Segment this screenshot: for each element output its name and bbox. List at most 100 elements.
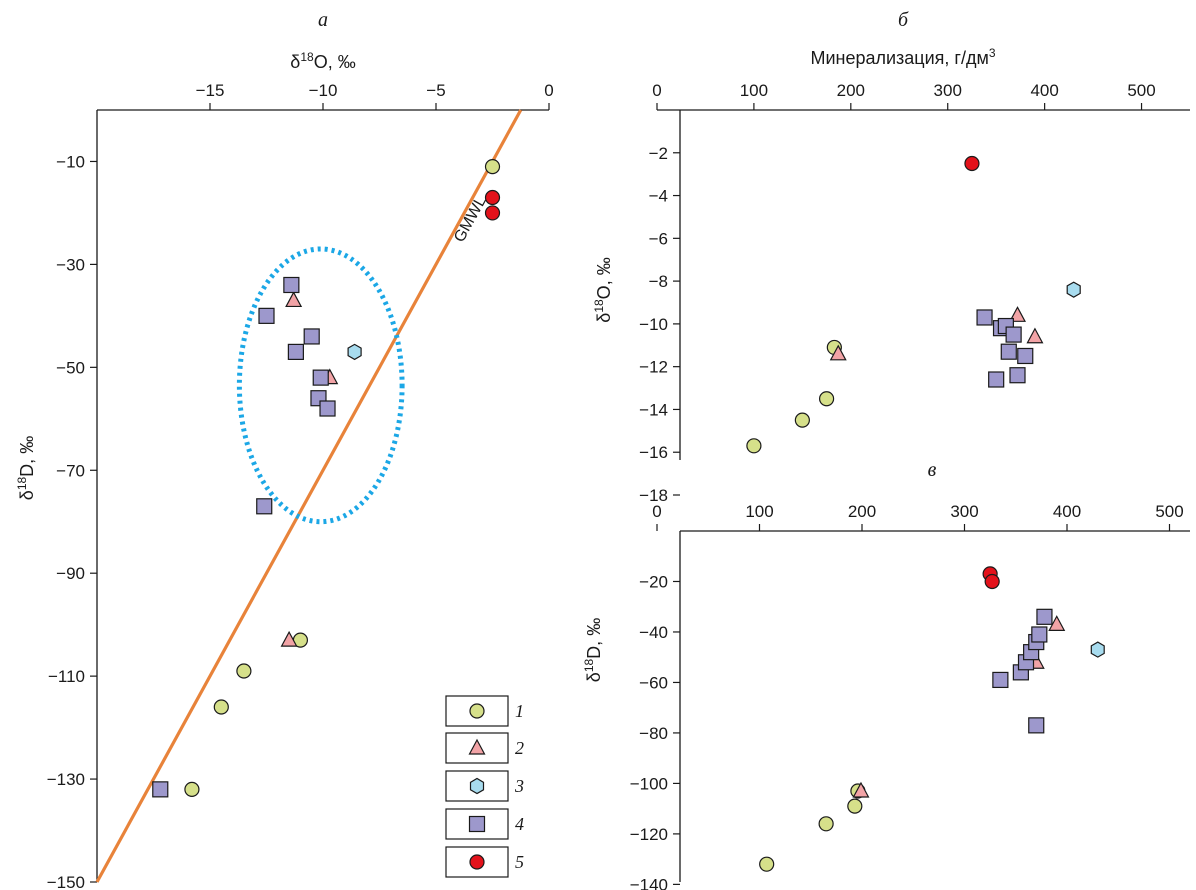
panel-b-point-series-2: [829, 344, 847, 361]
panel-c-x-tick-label: 0: [652, 502, 661, 521]
panel-b-point-series-4: [1005, 326, 1022, 343]
panel-c-y-ticks: −20 −40 −60 −80 −100 −120 −140: [630, 572, 680, 890]
legend-label-5: 5: [515, 852, 524, 872]
panel-b-x-axis-title: Минерализация, г/дм3: [810, 46, 995, 68]
panel-c-point-series-4: [992, 671, 1009, 689]
panel-c-x-tick-label: 100: [745, 502, 773, 521]
panel-a-y-tick-label: −70: [56, 461, 85, 480]
panel-a-y-tick-label: −30: [56, 255, 85, 274]
panel-a-point-series-5: [484, 205, 501, 221]
panel-c-point-series-1: [847, 798, 863, 814]
panel-a-point-series-3: [347, 343, 362, 361]
panel-a-y-tick-label: −150: [47, 873, 85, 890]
panel-a-x-tick-label: −5: [426, 81, 445, 100]
panel-b-y-tick-label: −10: [639, 315, 668, 334]
panel-b-points: [746, 155, 1081, 454]
panel-b-point-series-1: [746, 438, 762, 454]
panel-c-y-axis-title-sup: 18: [582, 658, 596, 672]
panel-c-y-tick-label: −80: [639, 724, 668, 743]
panel-a-x-tick-label: −10: [309, 81, 338, 100]
panel-a-point-series-4: [319, 400, 336, 417]
panel-b-y-tick-label: −8: [649, 272, 668, 291]
panel-a-y-tick-label: −130: [47, 770, 85, 789]
panel-a-x-tick-label: −15: [196, 81, 225, 100]
panel-c-point-series-4: [1028, 717, 1045, 734]
legend-label-1: 1: [515, 701, 524, 721]
panel-a-y-tick-label: −10: [56, 152, 85, 171]
panel-a-y-tick-label: −110: [48, 667, 85, 686]
panel-c-y-tick-label: −40: [639, 623, 668, 642]
panel-b-x-axis-title-sup: 3: [989, 46, 996, 60]
panel-b-point-series-1: [818, 391, 835, 407]
panel-b-y-ticks: −2 −4 −6 −8 −10 −12 −14 −16 −18: [639, 144, 680, 505]
legend-marker-5: [469, 854, 485, 870]
panel-b-point-series-4: [976, 309, 993, 326]
panel-b-y-tick-label: −4: [649, 187, 668, 206]
legend-marker-1: [469, 703, 485, 719]
legend-marker-3: [469, 777, 485, 795]
panel-a-point-series-5: [484, 189, 501, 206]
panel-a-y-ticks: −10 −30 −50 −70 −90 −110 −130 −150: [47, 152, 97, 890]
panel-a-point-series-1: [184, 781, 200, 797]
panel-c-y-tick-label: −140: [630, 875, 668, 890]
panel-c-y-axis-title: δ18D, ‰: [582, 618, 604, 682]
panel-a-y-axis-title: δ18D, ‰: [15, 436, 37, 500]
panel-b-point-series-1: [794, 412, 810, 428]
panel-c-x-tick-label: 400: [1053, 502, 1081, 521]
legend-label-2: 2: [515, 738, 524, 758]
cluster-ellipse: [236, 246, 405, 525]
legend-markers: [468, 703, 486, 870]
panel-a-x-tick-label: 0: [544, 81, 553, 100]
gmwl-label: GMWL: [451, 193, 490, 245]
panel-b-x-tick-label: 500: [1127, 81, 1155, 100]
panel-c-point-series-5: [984, 573, 1000, 590]
panel-c-point-series-2: [852, 781, 870, 798]
panel-a-point-series-4: [312, 369, 329, 386]
legend: 1 2 3 4 5: [445, 695, 524, 878]
panel-a-point-series-4: [287, 343, 304, 360]
panel-b-y-tick-label: −12: [639, 358, 668, 377]
panel-c-x-ticks: 0 100 200 300 400 500: [652, 502, 1184, 531]
panel-c-point-series-3: [1090, 641, 1105, 658]
panel-b-x-ticks: 0 100 200 300 400 500: [652, 81, 1156, 110]
panel-b-point-series-4: [1000, 343, 1017, 360]
panel-c: в δ18D, ‰ 0 100 200 300 400 500 −20−40−60−80−…: [582, 459, 1190, 890]
panel-b-y-axis-title-rest: O, ‰: [594, 257, 614, 299]
legend-label-3: 3: [514, 776, 524, 796]
panel-b-y-tick-label: −2: [649, 144, 668, 163]
panel-a-y-tick-label: −90: [56, 564, 85, 583]
panel-b-point-series-3: [1066, 281, 1081, 298]
panel-a-point-series-4: [152, 781, 169, 798]
panel-c-points: [759, 566, 1105, 872]
panel-b: б Минерализация, г/дм3 δ18O, ‰ 0 100 200 30…: [592, 9, 1190, 505]
panel-b-point-series-2: [1026, 327, 1044, 344]
panel-b-point-series-4: [1017, 347, 1034, 365]
panel-b-x-tick-label: 100: [740, 81, 768, 100]
panel-c-y-tick-label: −60: [639, 673, 668, 692]
panel-c-x-tick-label: 200: [848, 502, 876, 521]
panel-b-y-tick-label: −6: [649, 229, 668, 248]
panel-c-y-tick-label: −100: [630, 774, 668, 793]
panel-a-label: а: [318, 9, 328, 31]
panel-b-y-axis-title-sup: 18: [592, 299, 606, 313]
panel-a-x-ticks: −15 −10 −5 0: [196, 81, 554, 110]
panel-a-point-series-2: [280, 630, 298, 647]
panel-b-y-tick-label: −14: [639, 400, 668, 419]
panel-a-point-series-4: [256, 498, 273, 515]
panel-a: а δ18O, ‰ δ18D, ‰ −15 −10 −5 0 −10−30−50−70…: [15, 9, 554, 890]
panel-b-x-tick-label: 400: [1030, 81, 1058, 100]
panel-a-point-series-4: [258, 307, 275, 324]
panel-a-y-tick-label: −50: [56, 358, 85, 377]
panel-b-x-tick-label: 200: [837, 81, 865, 100]
panel-a-point-series-2: [285, 291, 303, 308]
panel-c-y-tick-label: −120: [630, 825, 668, 844]
panel-a-x-axis-title: δ18O, ‰: [290, 50, 355, 72]
panel-b-y-tick-label: −16: [639, 443, 668, 462]
panel-b-y-axis-title: δ18O, ‰: [592, 257, 614, 322]
panel-a-point-series-1: [236, 663, 252, 679]
panel-c-x-tick-label: 300: [950, 502, 978, 521]
panel-a-point-series-4: [283, 276, 300, 294]
panel-c-point-series-1: [818, 816, 834, 832]
legend-marker-4: [468, 815, 486, 833]
legend-marker-2: [468, 738, 486, 755]
